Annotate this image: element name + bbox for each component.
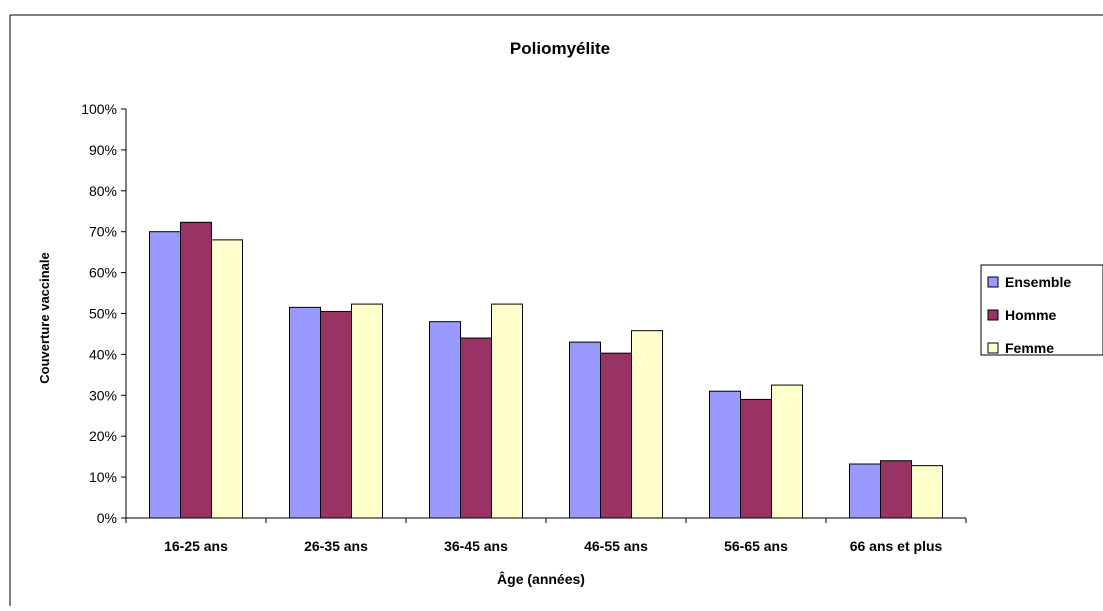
legend-box	[980, 264, 1103, 356]
y-tick-label: 100%	[81, 101, 117, 117]
x-axis: 16-25 ans 26-35 ans 36-45 ans 46-55 ans 56-6…	[125, 518, 967, 554]
y-axis-label: Couverture vaccinale	[37, 252, 52, 384]
bar-femme-0	[211, 239, 243, 519]
bar-ensemble-4	[709, 390, 741, 519]
bar-femme-4	[771, 384, 803, 519]
x-tick-label: 56-65 ans	[724, 538, 788, 554]
bar-femme-2	[491, 303, 523, 519]
bar-ensemble-3	[569, 341, 601, 519]
bar-homme-5	[880, 460, 912, 519]
bar-ensemble-5	[849, 463, 881, 519]
bar-homme-0	[180, 221, 212, 519]
legend-swatch-ensemble	[987, 276, 999, 288]
y-tick-label: 20%	[89, 428, 117, 444]
x-axis-label: Âge (années)	[497, 570, 585, 587]
bar-homme-3	[600, 352, 632, 519]
bar-homme-4	[740, 398, 772, 519]
y-tick-label: 30%	[89, 387, 117, 403]
x-tick-label: 46-55 ans	[584, 538, 648, 554]
bar-ensemble-1	[289, 306, 321, 519]
x-tick-label: 26-35 ans	[304, 538, 368, 554]
legend-swatch-femme	[987, 342, 999, 354]
bar-femme-5	[911, 465, 943, 519]
y-tick-label: 10%	[89, 469, 117, 485]
y-tick-label: 0%	[97, 510, 117, 526]
y-tick-label: 80%	[89, 183, 117, 199]
bar-femme-3	[631, 330, 663, 519]
legend-label-homme: Homme	[1005, 307, 1057, 323]
x-tick-label: 16-25 ans	[164, 538, 228, 554]
legend-label-femme: Femme	[1005, 340, 1054, 356]
bar-homme-1	[320, 310, 352, 519]
y-axis: 0% 10% 20% 30% 40% 50% 60% 70% 80% 90% 100%	[81, 101, 126, 526]
x-tick-label: 66 ans et plus	[850, 538, 943, 554]
legend: Ensemble Homme Femme	[980, 264, 1103, 356]
bar-femme-1	[351, 303, 383, 519]
bars-group	[149, 221, 943, 519]
bar-ensemble-2	[429, 321, 461, 519]
y-tick-label: 50%	[89, 306, 117, 322]
bar-ensemble-0	[149, 231, 181, 519]
bar-homme-2	[460, 337, 492, 519]
y-tick-label: 40%	[89, 346, 117, 362]
y-tick-label: 70%	[89, 224, 117, 240]
legend-label-ensemble: Ensemble	[1005, 274, 1071, 290]
x-tick-label: 36-45 ans	[444, 538, 508, 554]
y-tick-label: 60%	[89, 265, 117, 281]
y-tick-label: 90%	[89, 142, 117, 158]
chart-title: Poliomyélite	[510, 39, 610, 58]
legend-swatch-homme	[987, 309, 999, 321]
